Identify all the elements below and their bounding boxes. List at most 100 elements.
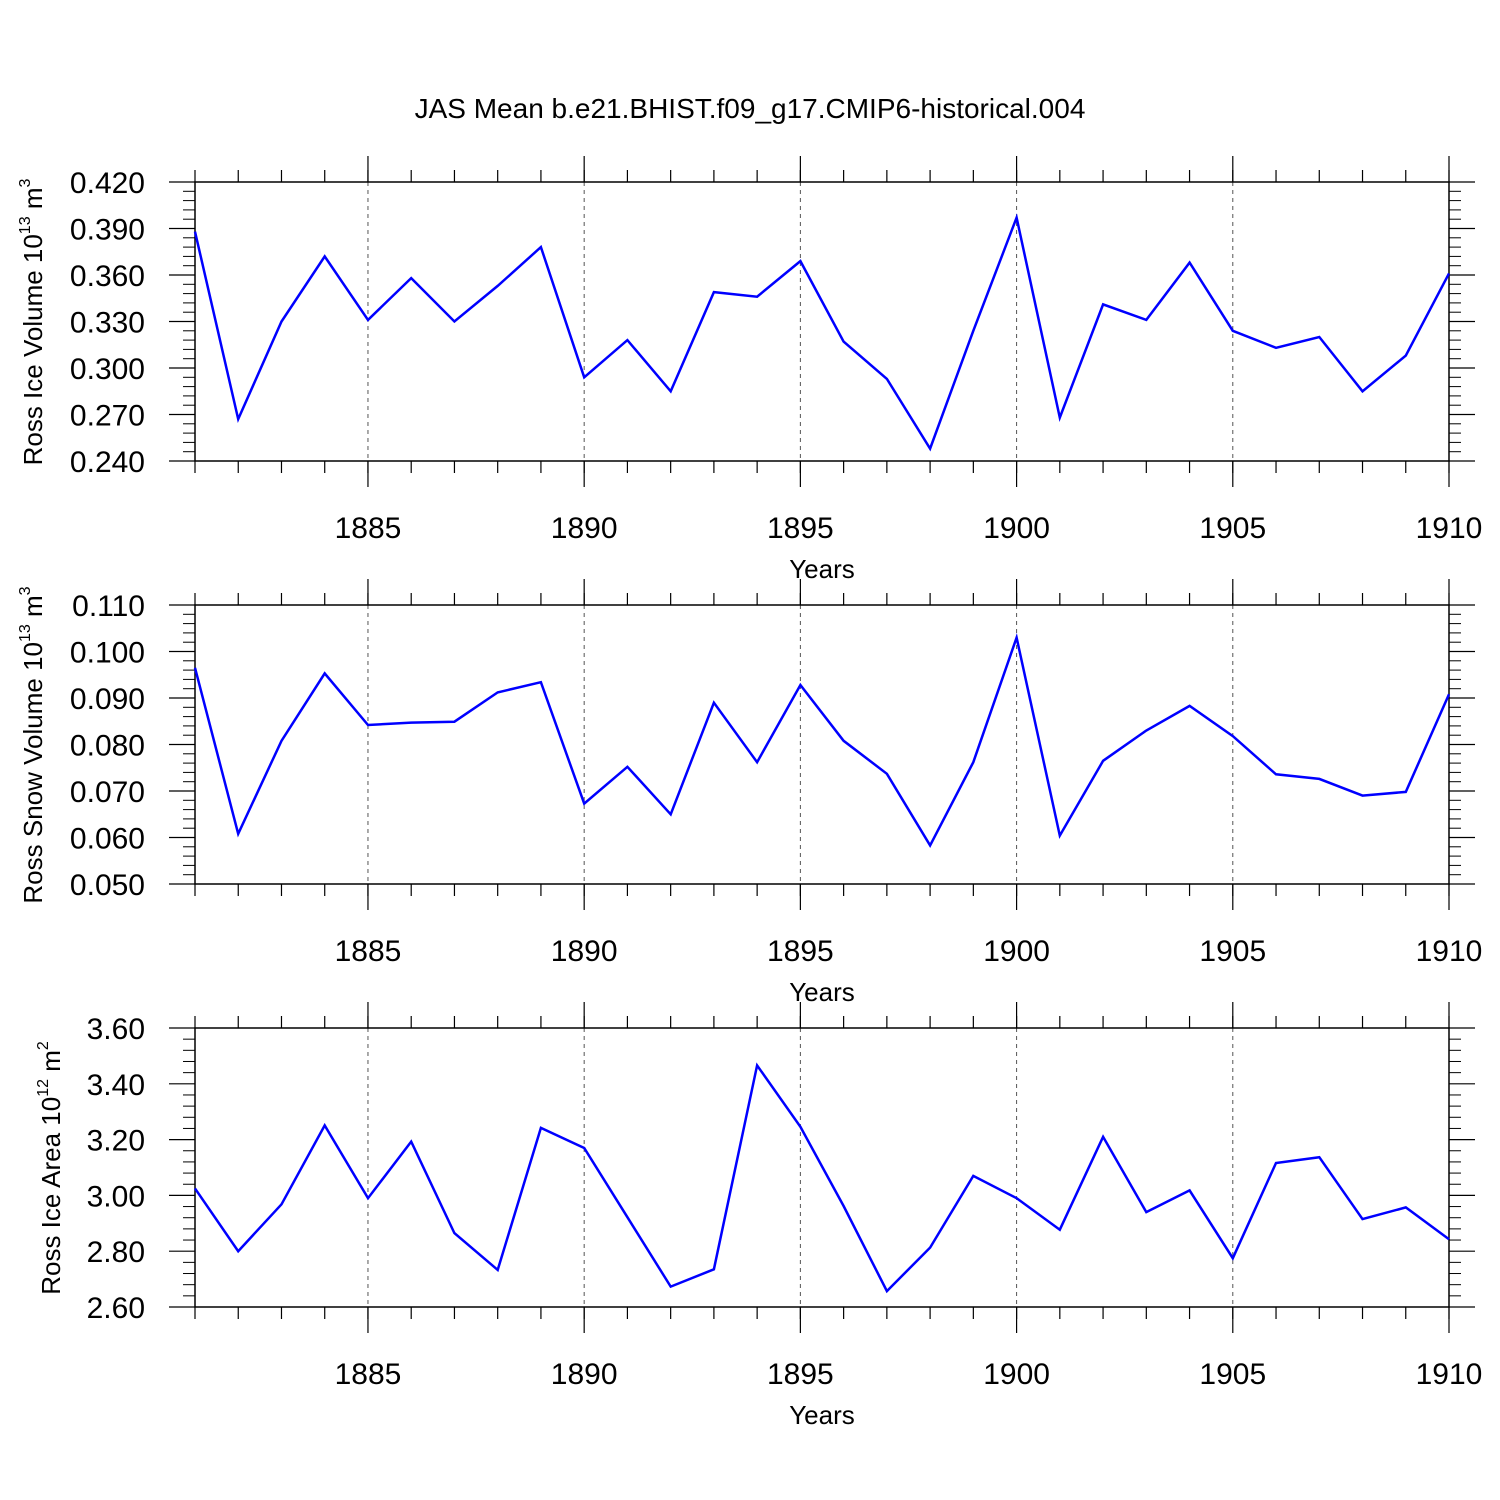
y-axis-label: Ross Ice Area 1012 m2 (35, 1041, 66, 1295)
data-point (236, 1249, 240, 1253)
x-tick-label: 1890 (551, 935, 618, 968)
data-point (1015, 216, 1019, 220)
x-tick-label: 1890 (551, 512, 618, 545)
data-point (1317, 335, 1321, 339)
y-axis-label: Ross Snow Volume 1013 m3 (17, 586, 48, 903)
plot-frame (194, 181, 1450, 462)
data-point (236, 832, 240, 836)
y-tick-label: 0.270 (70, 400, 145, 433)
data-point (928, 447, 932, 451)
y-tick-label: 2.80 (87, 1236, 145, 1269)
x-axis-label: Years (789, 977, 855, 1007)
y-tick-label: 0.050 (70, 869, 145, 902)
data-point (582, 802, 586, 806)
data-point (409, 276, 413, 280)
data-point (712, 701, 716, 705)
data-point (496, 1268, 500, 1272)
x-tick-label: 1895 (767, 1358, 834, 1391)
y-tick-label: 3.20 (87, 1125, 145, 1158)
data-point (366, 1196, 370, 1200)
data-point (1188, 704, 1192, 708)
y-tick-label: 0.420 (70, 167, 145, 200)
data-point (798, 1125, 802, 1129)
x-tick-label: 1905 (1199, 935, 1266, 968)
y-tick-label: 0.070 (70, 776, 145, 809)
data-point (1274, 1161, 1278, 1165)
data-point (1144, 318, 1148, 322)
data-point (1317, 1155, 1321, 1159)
data-point (669, 812, 673, 816)
data-point (323, 254, 327, 258)
data-point (1447, 271, 1451, 275)
data-point (798, 259, 802, 263)
x-tick-label: 1905 (1199, 1358, 1266, 1391)
data-point (366, 318, 370, 322)
x-tick-label: 1885 (335, 1358, 402, 1391)
x-axis-label: Years (789, 1400, 855, 1430)
y-tick-label: 0.390 (70, 214, 145, 247)
panel-ice-volume: Ross Ice Volume 1013 m3 Years 1885 1890 18… (17, 156, 1482, 584)
data-point (971, 760, 975, 764)
data-point (496, 690, 500, 694)
data-point (1188, 261, 1192, 265)
data-point (842, 340, 846, 344)
data-point (323, 1123, 327, 1127)
x-tick-label: 1910 (1416, 512, 1483, 545)
data-point (1361, 1217, 1365, 1221)
y-tick-label: 3.00 (87, 1180, 145, 1213)
data-point (1404, 354, 1408, 358)
data-point (1058, 834, 1062, 838)
data-point (1361, 794, 1365, 798)
y-tick-label: 0.090 (70, 683, 145, 716)
data-point (539, 680, 543, 684)
data-point (193, 1186, 197, 1190)
data-point (452, 320, 456, 324)
data-point (1144, 1210, 1148, 1214)
data-point (1101, 759, 1105, 763)
data-point (755, 295, 759, 299)
data-point (842, 1204, 846, 1208)
x-tick-label: 1885 (335, 512, 402, 545)
data-point (1447, 1237, 1451, 1241)
x-tick-label: 1910 (1416, 1358, 1483, 1391)
data-point (409, 721, 413, 725)
data-point (1404, 1205, 1408, 1209)
x-tick-label: 1900 (983, 1358, 1050, 1391)
x-tick-label: 1900 (983, 512, 1050, 545)
series-line (193, 632, 1451, 848)
data-point (798, 683, 802, 687)
data-point (279, 739, 283, 743)
data-point (1015, 636, 1019, 640)
data-point (971, 1174, 975, 1178)
data-point (1101, 302, 1105, 306)
data-point (712, 1267, 716, 1271)
data-point (928, 843, 932, 847)
data-point (1144, 729, 1148, 733)
data-point (539, 1126, 543, 1130)
data-point (582, 375, 586, 379)
data-point (1317, 777, 1321, 781)
data-point (928, 1246, 932, 1250)
x-tick-label: 1910 (1416, 935, 1483, 968)
x-axis-label: Years (789, 554, 855, 584)
plot-frame (194, 604, 1450, 885)
data-point (1231, 1256, 1235, 1260)
data-point (1231, 734, 1235, 738)
data-point (1361, 389, 1365, 393)
y-tick-label: 0.100 (70, 637, 145, 670)
data-point (755, 1063, 759, 1067)
data-point (539, 245, 543, 249)
data-point (1015, 1196, 1019, 1200)
plot-frame (194, 1027, 1450, 1308)
y-tick-label: 3.40 (87, 1069, 145, 1102)
data-point (1274, 772, 1278, 776)
x-tick-label: 1885 (335, 935, 402, 968)
data-point (712, 290, 716, 294)
y-axis-label: Ross Ice Volume 1013 m3 (17, 178, 48, 465)
y-tick-label: 0.360 (70, 260, 145, 293)
data-point (409, 1140, 413, 1144)
data-point (885, 377, 889, 381)
data-point (366, 723, 370, 727)
data-point (452, 720, 456, 724)
